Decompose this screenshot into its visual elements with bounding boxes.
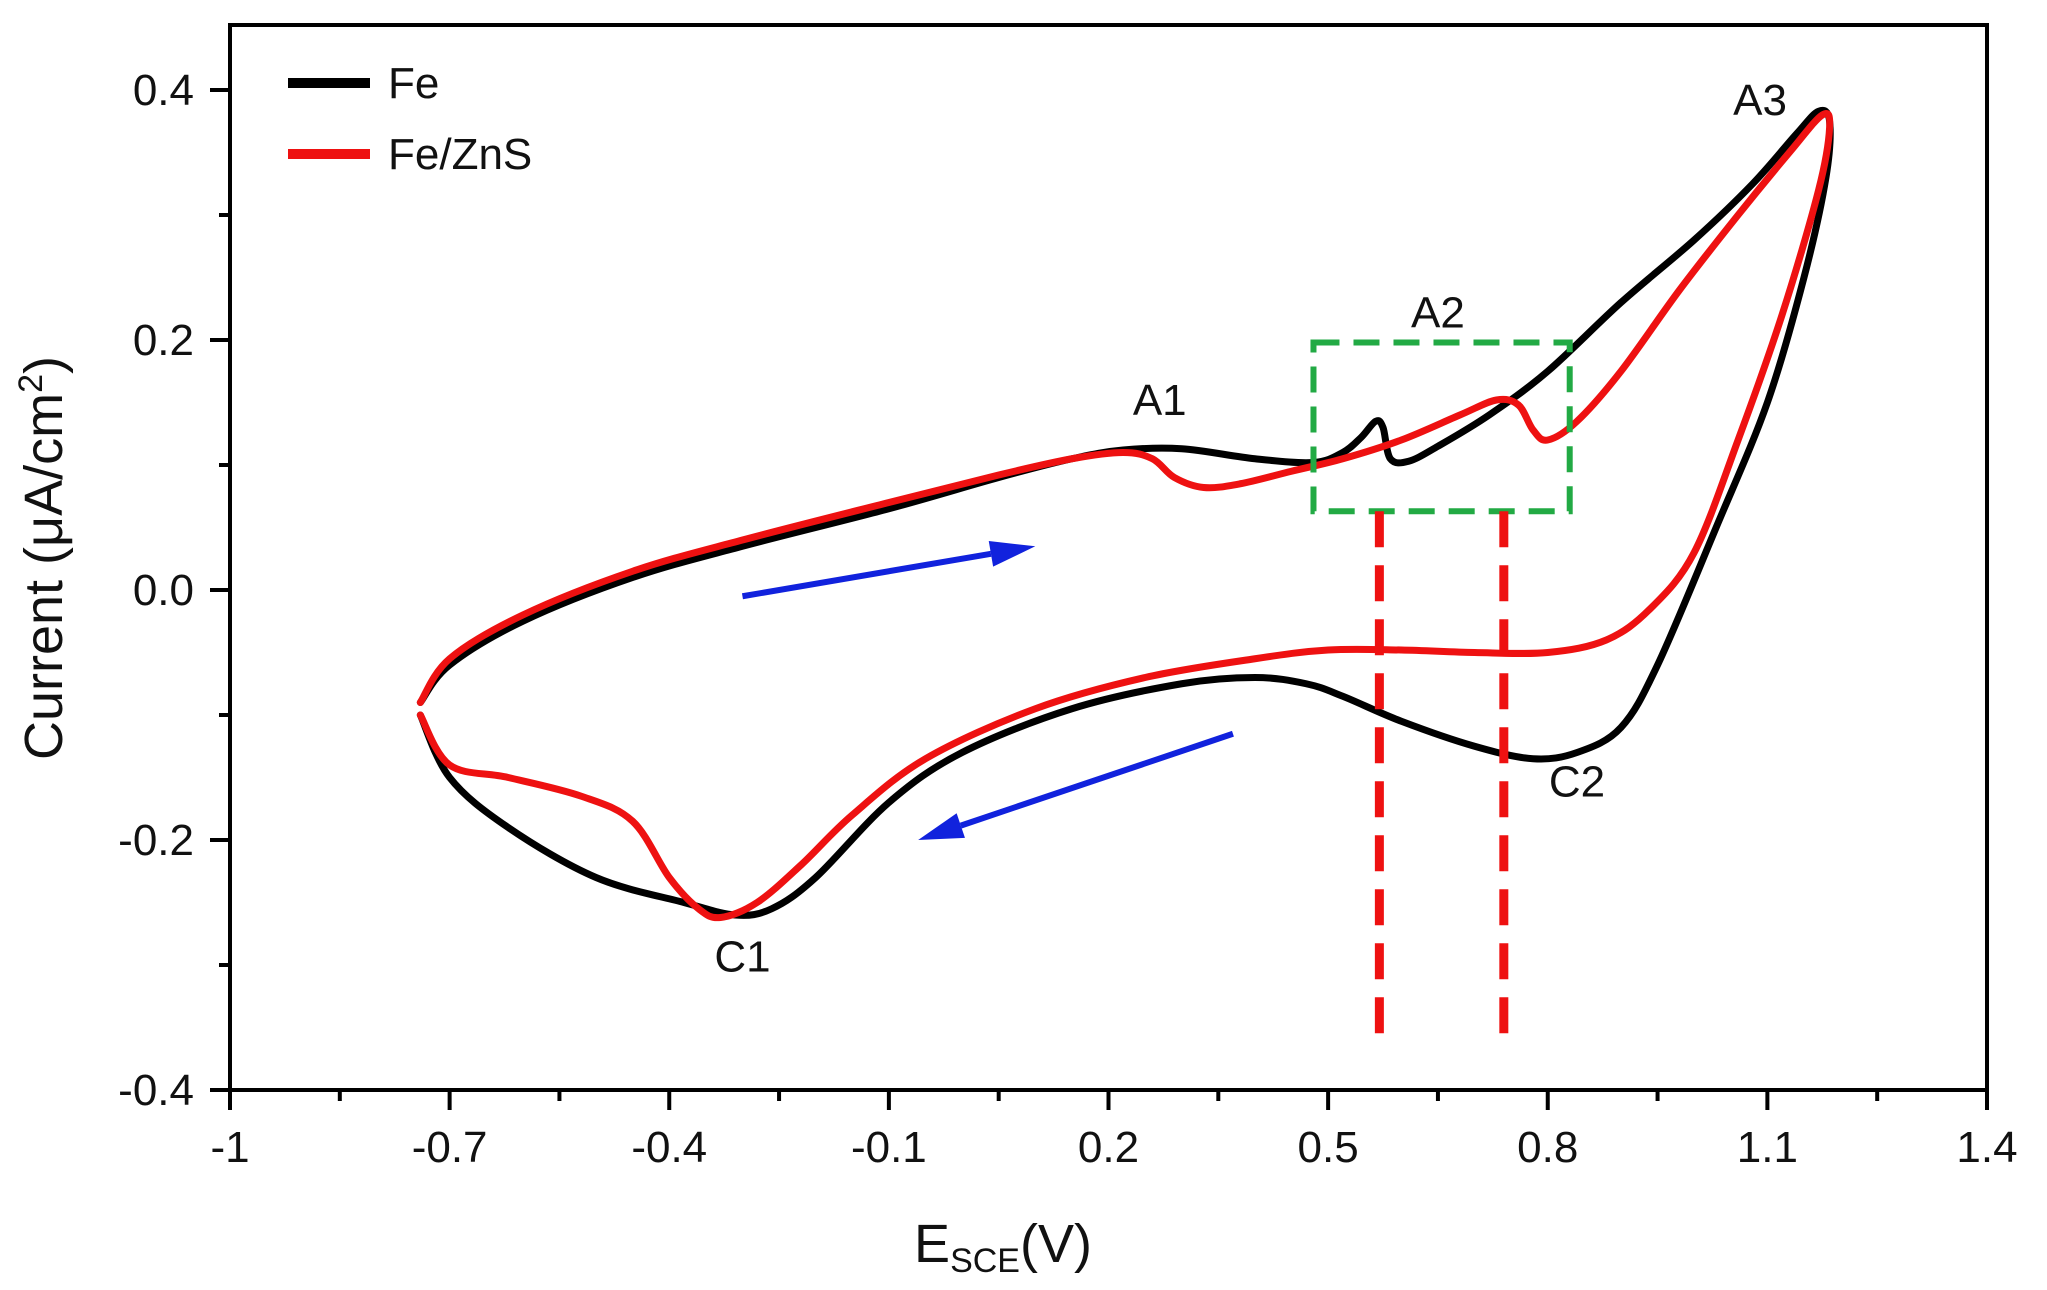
y-axis-title-sup: 2	[12, 374, 50, 393]
y-tick-label: -0.2	[118, 816, 194, 865]
peak-label-a3: A3	[1733, 76, 1787, 125]
y-tick-label: -0.4	[118, 1066, 194, 1115]
forward-scan-arrow	[741, 550, 992, 600]
peak-label-a1: A1	[1133, 376, 1187, 425]
y-tick-label: 0.0	[133, 566, 194, 615]
legend: Fe Fe/ZnS	[288, 59, 532, 179]
x-tick-label: 0.5	[1298, 1123, 1359, 1172]
legend-label-fe: Fe	[388, 59, 439, 108]
x-tick-label: 1.1	[1737, 1123, 1798, 1172]
x-axis-title-unit: (V)	[1020, 1214, 1092, 1274]
peak-label-c1: C1	[714, 932, 770, 981]
x-tick-label: 0.8	[1517, 1123, 1578, 1172]
y-axis-title: Current (μA/cm2)	[12, 356, 74, 760]
y-tick-label: 0.4	[133, 66, 194, 115]
y-axis-title-main: Current (μA/cm	[14, 393, 74, 760]
forward-scan-arrow-head	[988, 541, 1036, 567]
x-tick-label: 0.2	[1078, 1123, 1139, 1172]
x-axis-title: ESCE(V)	[914, 1214, 1092, 1280]
x-tick-label: -1	[210, 1123, 249, 1172]
legend-label-fe-zns: Fe/ZnS	[388, 130, 532, 179]
reverse-scan-arrow	[959, 730, 1234, 829]
x-tick-label: -0.1	[851, 1123, 927, 1172]
x-axis-title-sub: SCE	[950, 1242, 1020, 1280]
reverse-scan-arrow-head	[918, 813, 965, 840]
x-tick-label: -0.4	[631, 1123, 707, 1172]
x-tick-label: 1.4	[1956, 1123, 2017, 1172]
peak-label-a2: A2	[1411, 289, 1465, 338]
series-line-fe-zns	[416, 110, 1834, 922]
peak-label-c2: C2	[1549, 757, 1605, 806]
y-axis-title-end: )	[14, 356, 74, 374]
a2-highlight-box	[1310, 339, 1573, 515]
x-tick-label: -0.7	[412, 1123, 488, 1172]
y-tick-label: 0.2	[133, 316, 194, 365]
peak-annotations: A1 A2 A3 C1 C2	[714, 76, 1787, 981]
x-axis-ticks: -1 -0.7 -0.4 -0.1 0.2 0.5 0.8 1.1 1.4	[210, 1090, 2018, 1172]
y-axis-ticks: 0.4 0.2 0.0 -0.2 -0.4	[118, 66, 230, 1115]
x-axis-title-main: E	[914, 1214, 950, 1274]
